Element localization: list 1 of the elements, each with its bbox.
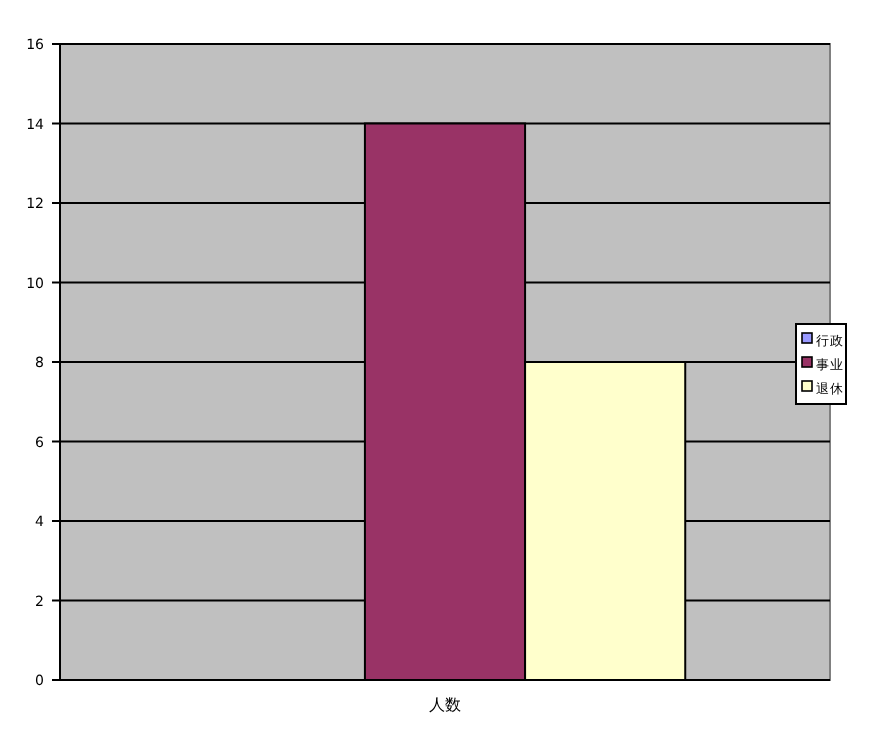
x-tick-label: 人数 — [429, 696, 461, 714]
